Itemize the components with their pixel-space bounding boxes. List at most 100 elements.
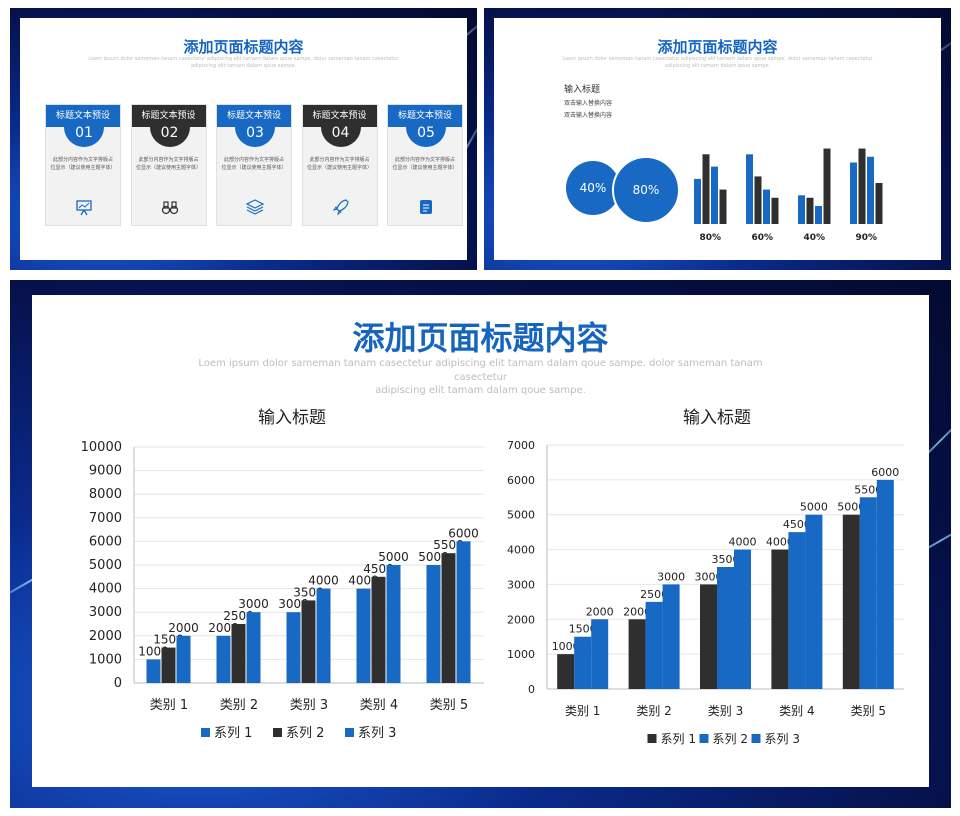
slide-thumbnail-1[interactable]: 添加页面标题内容 Loem ipsum dolor sameman tanam … — [10, 8, 477, 270]
data-label: 3000 — [238, 597, 269, 611]
mini-bar — [823, 148, 831, 224]
feature-card: 标题文本预设 05 此部分内容作为文字排版占 位显示（建议使用主题字体） — [387, 104, 463, 226]
bar — [876, 479, 894, 689]
feature-card: 标题文本预设 04 此部分内容作为文字排版占 位显示（建议使用主题字体） — [301, 104, 378, 226]
slide-2-content: 添加页面标题内容 Loem ipsum dolor sameman tanam … — [494, 18, 941, 260]
bar — [146, 659, 161, 683]
legend-swatch — [647, 734, 657, 743]
data-label: 3500 — [712, 553, 740, 566]
data-label: 2500 — [223, 609, 254, 623]
x-tick-label: 类别 4 — [779, 704, 814, 718]
mini-bar — [719, 189, 727, 224]
mini-bar-group-label: 40% — [803, 233, 825, 243]
subtitle-line-1: Loem ipsum dolor sameman tanam casectetu… — [88, 56, 399, 62]
percent-circle-small: 40% — [566, 161, 620, 215]
circle-large-label: 80% — [632, 183, 660, 197]
x-tick-label: 类别 1 — [565, 704, 600, 718]
data-label: 5000 — [837, 501, 865, 514]
feature-card-desc: 此部分内容作为文字排版占 位显示（建议使用主题字体） — [392, 157, 458, 172]
data-label: 5000 — [800, 501, 828, 514]
mini-bar — [763, 189, 770, 224]
x-tick-label: 类别 2 — [220, 698, 258, 713]
y-tick-label: 4000 — [507, 544, 535, 557]
data-label: 3000 — [695, 570, 723, 583]
feature-desc-line-2: 位显示（建议使用主题字体） — [135, 164, 201, 171]
layers-icon — [245, 197, 265, 217]
feature-desc-line-2: 位显示（建议使用主题字体） — [392, 164, 458, 171]
slide-thumbnail-2[interactable]: 添加页面标题内容 Loem ipsum dolor sameman tanam … — [484, 8, 951, 270]
bar — [628, 619, 646, 689]
bar — [805, 514, 823, 689]
y-tick-label: 5000 — [89, 558, 122, 573]
bar-chart-right: 输入标题 0 1000 2000 3000 4000 5000 6000 7000 1000 150… — [507, 408, 904, 746]
x-tick-label: 类别 3 — [290, 698, 328, 713]
data-label: 1000 — [138, 644, 169, 658]
percent-circle-large: 80% — [612, 156, 680, 224]
document-icon — [416, 197, 436, 217]
bar — [286, 612, 301, 683]
y-tick-label: 3000 — [507, 578, 535, 591]
feature-desc-line-1: 此部分内容作为文字排版占 — [138, 157, 199, 163]
legend-swatch — [273, 728, 282, 737]
data-label: 2500 — [640, 588, 668, 601]
feature-desc-line-1: 此部分内容作为文字排版占 — [223, 157, 284, 163]
input-title: 输入标题 — [564, 85, 601, 95]
feature-desc-line-1: 此部分内容作为文字排版占 — [52, 157, 113, 163]
y-tick-label: 7000 — [507, 439, 535, 452]
data-label: 2000 — [586, 605, 614, 618]
legend-label: 系列 1 — [214, 726, 252, 741]
x-tick-label: 类别 2 — [636, 704, 671, 718]
mini-bar — [771, 197, 779, 224]
data-label: 1500 — [569, 623, 597, 636]
subtitle-line-1: Loem ipsum dolor sameman tanam casectetu… — [198, 358, 763, 383]
y-tick-label: 1000 — [507, 648, 535, 661]
bar — [574, 636, 592, 689]
feature-desc-line-2: 位显示（建议使用主题字体） — [306, 164, 372, 171]
data-label: 1000 — [552, 640, 580, 653]
bar — [788, 532, 806, 689]
legend-label: 系列 1 — [661, 732, 696, 746]
bar — [356, 588, 371, 683]
bar — [557, 654, 575, 689]
feature-card-number: 01 — [64, 121, 104, 147]
mini-bar — [875, 183, 883, 224]
data-label: 6000 — [871, 466, 899, 479]
subtitle-line-1: Loem ipsum dolor sameman tanam casectetu… — [562, 56, 873, 62]
mini-bar — [850, 162, 857, 224]
mini-bar — [702, 154, 710, 224]
bar — [246, 612, 261, 683]
bar — [371, 576, 386, 683]
legend-swatch — [751, 734, 761, 743]
feature-card: 标题文本预设 03 此部分内容作为文字排版占 位显示（建议使用主题字体） — [216, 104, 292, 226]
data-label: 2000 — [208, 621, 239, 635]
mini-bar-group-label: 90% — [855, 233, 877, 243]
legend-swatch — [699, 734, 709, 743]
slide-3-content: 添加页面标题内容 Loem ipsum dolor sameman tanam … — [32, 295, 929, 787]
page-title: 添加页面标题内容 — [352, 319, 609, 357]
feature-card-desc: 此部分内容作为文字排版占 位显示（建议使用主题字体） — [307, 157, 373, 172]
bar — [161, 647, 176, 683]
text-line-1: 双击输入替换内容 — [564, 100, 613, 107]
x-tick-label: 类别 1 — [150, 698, 188, 713]
bar — [662, 584, 680, 689]
y-tick-label: 6000 — [89, 534, 122, 549]
feature-card-number: 05 — [406, 121, 446, 147]
feature-card-number: 04 — [320, 121, 361, 147]
circle-small-label: 40% — [579, 181, 607, 195]
x-tick-label: 类别 5 — [851, 704, 886, 718]
y-tick-label: 6000 — [507, 474, 535, 487]
feature-card-number: 02 — [149, 121, 190, 147]
slide-main: 添加页面标题内容 Loem ipsum dolor sameman tanam … — [10, 280, 951, 808]
text-line-2: 双击输入替换内容 — [564, 112, 613, 119]
y-tick-label: 10000 — [81, 440, 122, 455]
mini-bar — [754, 176, 762, 224]
bar — [700, 584, 717, 689]
mini-bar — [746, 154, 753, 224]
data-label: 4000 — [766, 536, 794, 549]
legend-label: 系列 2 — [286, 726, 324, 741]
binoculars-icon — [160, 197, 180, 217]
subtitle-line-2: adipiscing elit tamam dalam qoue sampe. — [664, 62, 771, 69]
y-tick-label: 8000 — [89, 487, 122, 502]
data-label: 3000 — [278, 597, 309, 611]
data-label: 3500 — [293, 585, 324, 599]
